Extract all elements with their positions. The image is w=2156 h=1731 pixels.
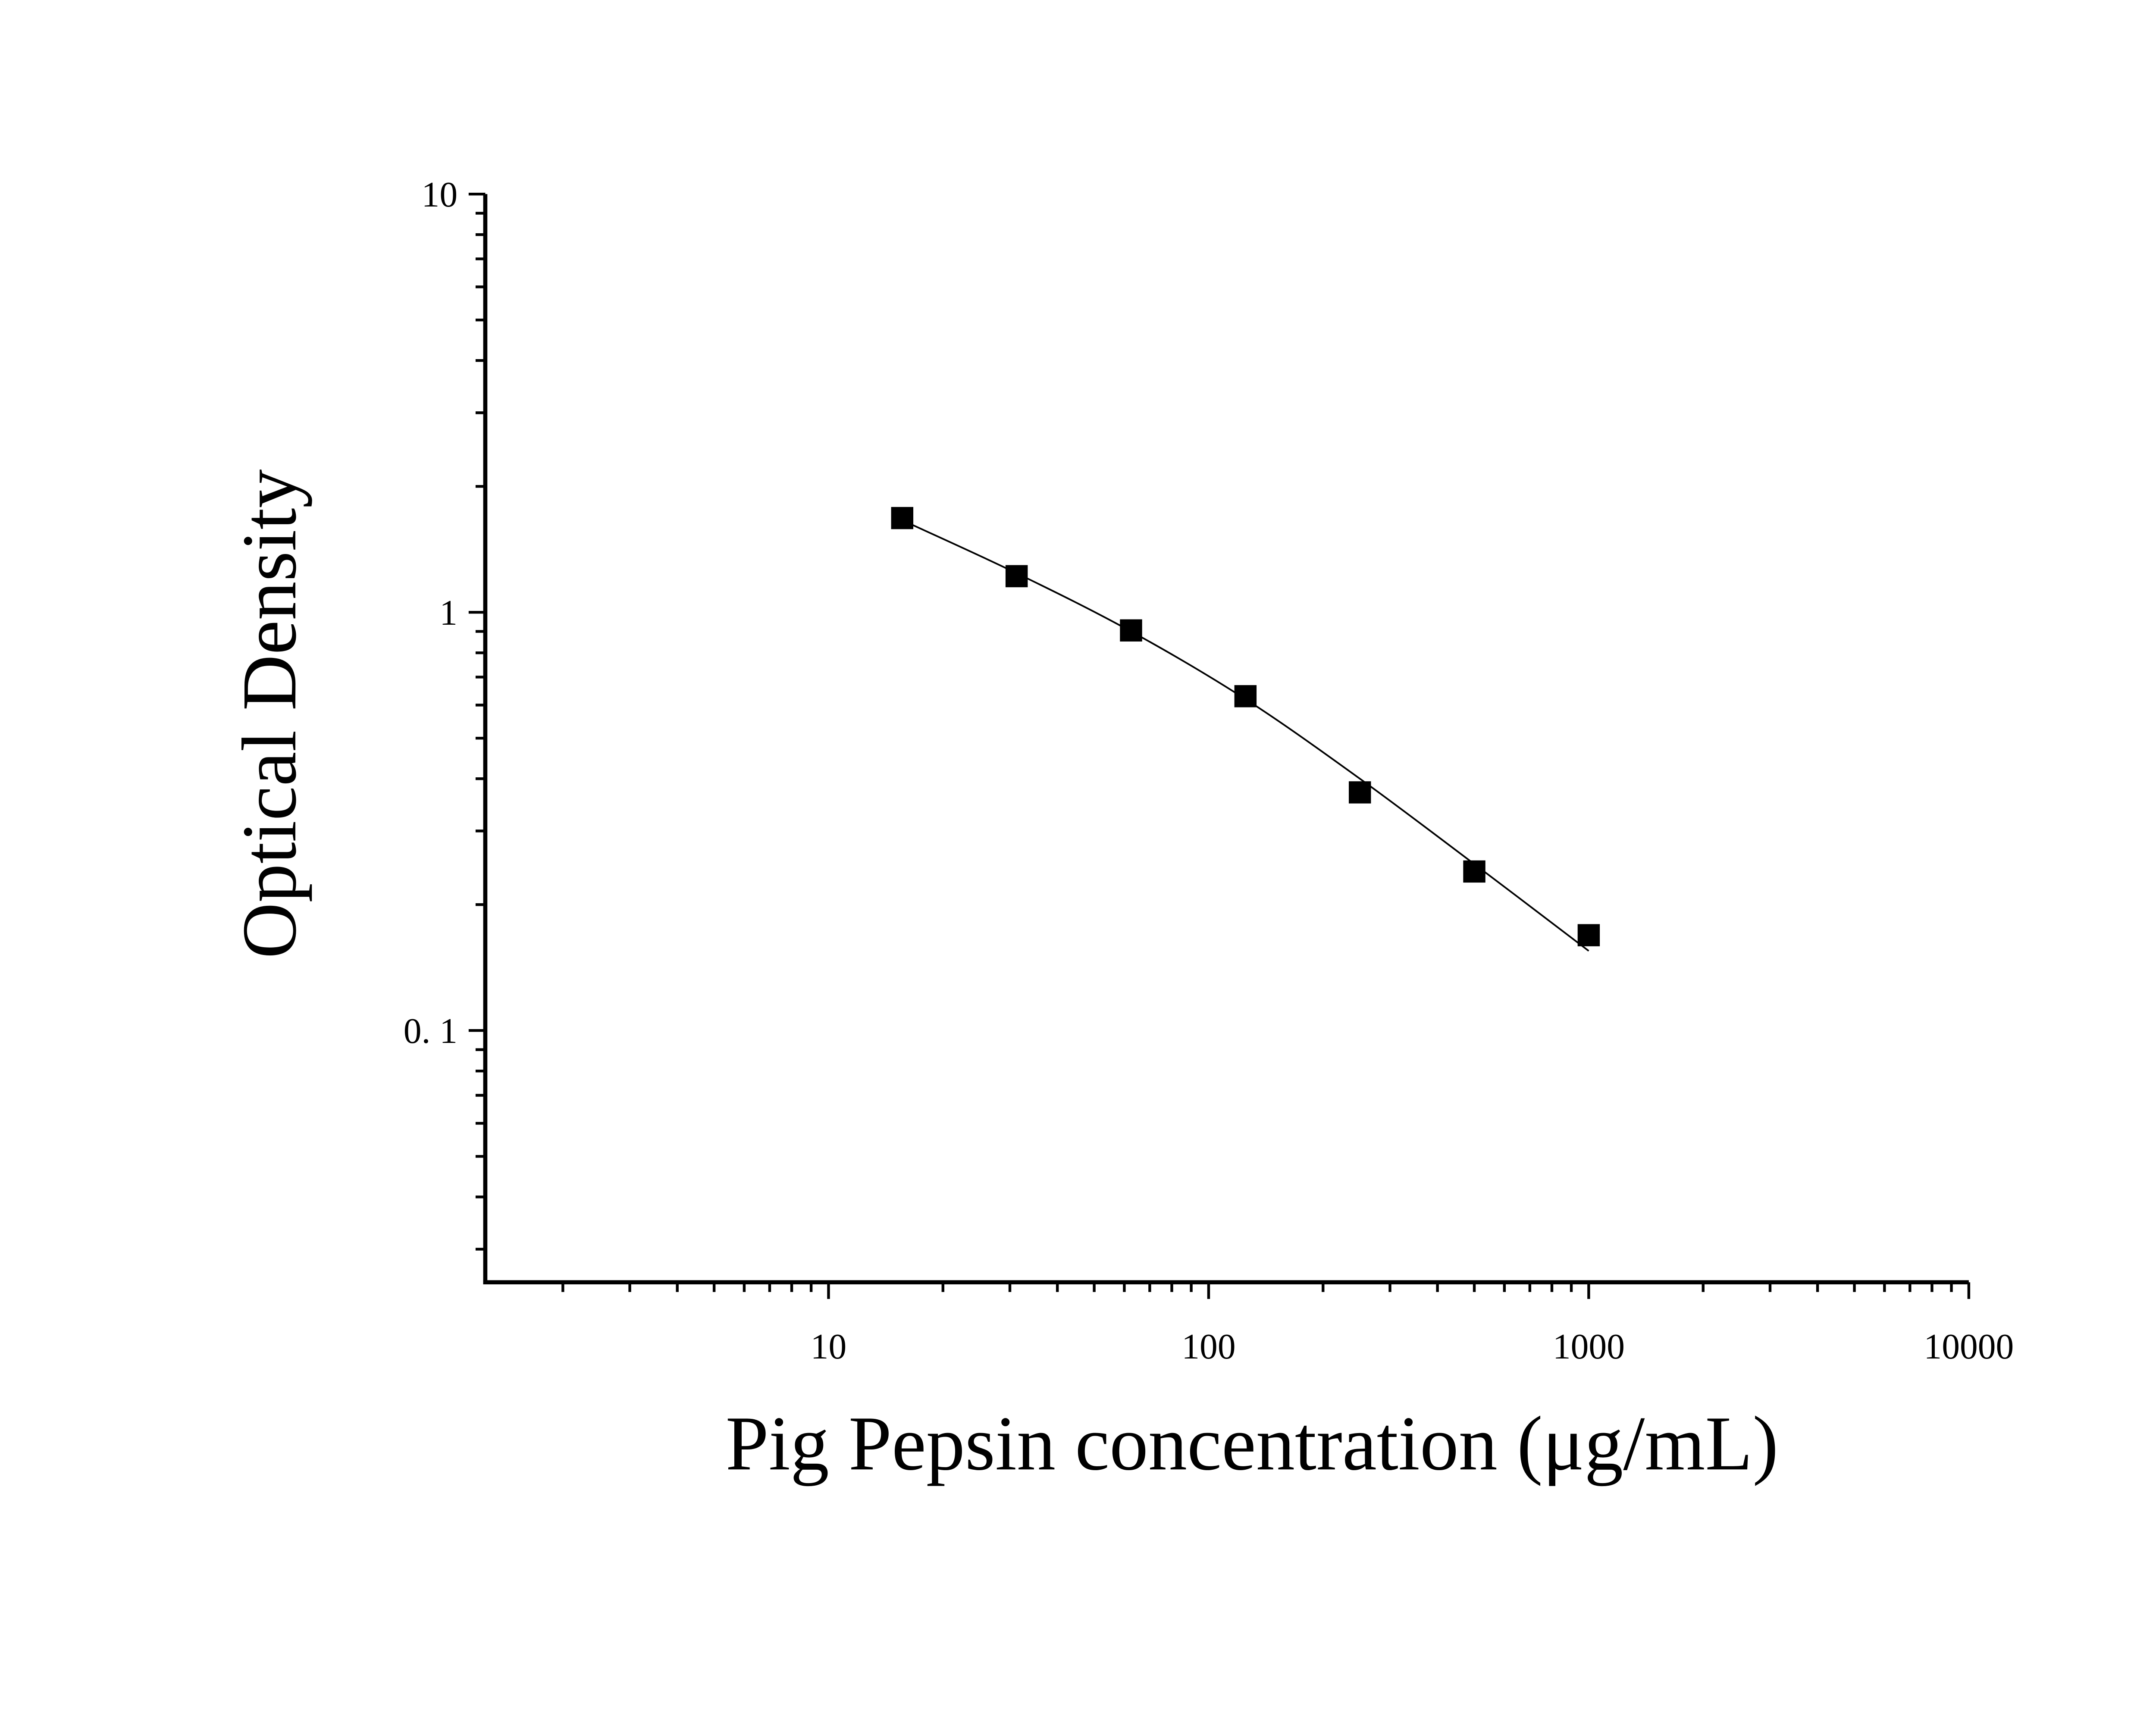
x-axis-label: Pig Pepsin concentration (μg/mL) [726,1400,1779,1486]
y-tick-label: 0. 1 [404,1011,458,1051]
y-axis-label: Optical Density [226,469,312,958]
y-tick-label: 1 [439,593,458,633]
data-point [1120,619,1142,642]
x-tick-label: 100 [1181,1327,1235,1367]
x-tick-label: 10000 [1924,1327,2014,1367]
data-point [1463,860,1485,883]
data-point [1005,565,1028,588]
x-tick-label: 10 [811,1327,847,1367]
x-tick-label: 1000 [1553,1327,1625,1367]
data-point [1234,685,1257,707]
axes [483,194,1969,1285]
data-point [891,507,914,529]
ticks: 0. 1 1 10 10 100 1000 10000 [404,175,2014,1367]
fit-curve-line [902,519,1589,952]
marks [891,507,1600,952]
y-tick-label: 10 [422,175,458,215]
data-point [1577,924,1600,946]
chart: 0. 1 1 10 10 100 1000 10000 Pig Pepsin concent… [226,175,2014,1486]
data-point [1348,781,1371,804]
